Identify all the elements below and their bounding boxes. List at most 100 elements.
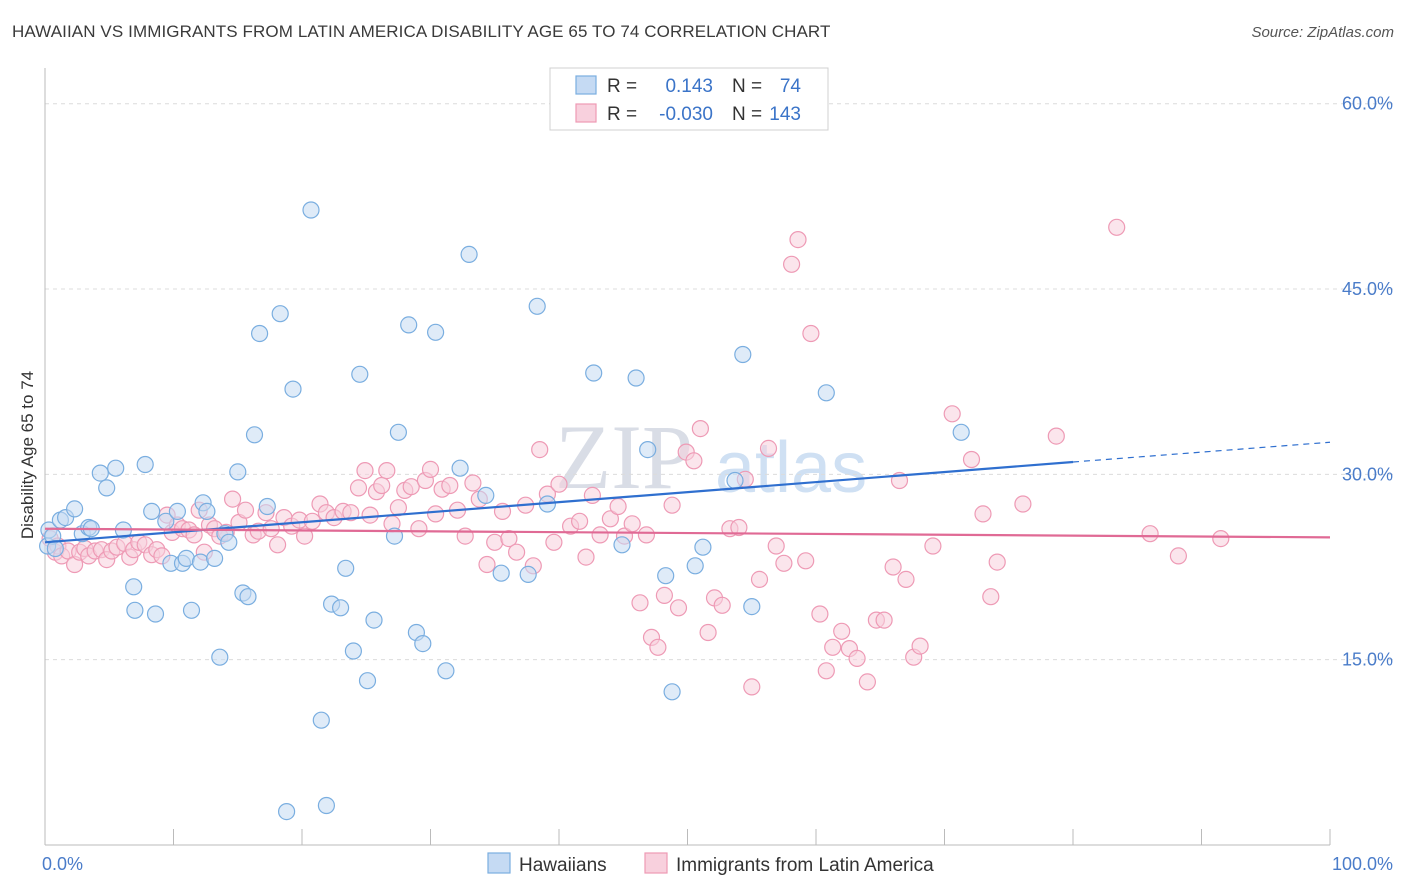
hawaiians-point [460, 245, 478, 263]
hawaiians-point [332, 599, 350, 617]
bottom-legend-swatch-immigrants [644, 852, 668, 874]
trend-lines [44, 441, 1331, 544]
top-legend: R = 0.143 N = 74 R = -0.030 N = 143 [549, 67, 829, 131]
hawaiians-point [344, 642, 362, 660]
hawaiians-point [351, 365, 369, 383]
legend-n-value: 74 [780, 76, 802, 97]
hawaiians-point [337, 559, 355, 577]
immigrants-point [691, 420, 710, 438]
hawaiians-point [98, 479, 116, 497]
legend-swatch-blue [575, 75, 597, 95]
immigrants-point [361, 506, 379, 524]
immigrants-point [1108, 218, 1126, 236]
immigrants-point [486, 533, 504, 551]
hawaiians-point [743, 597, 761, 616]
y-tick-label: 45.0% [1342, 279, 1393, 299]
hawaiians-point [206, 549, 224, 568]
hawaiians-point [284, 380, 302, 398]
legend-n-label: N = [732, 76, 762, 97]
hawaiians-point [65, 500, 84, 518]
immigrants-point [1047, 427, 1065, 445]
hawaiians-point [107, 459, 125, 477]
hawaiians-point [211, 648, 229, 666]
hawaiians-point [191, 553, 210, 571]
hawaiians-point [278, 802, 296, 821]
immigrants-point [507, 543, 526, 561]
legend-n-label: N = [732, 104, 762, 125]
immigrants-point [591, 526, 609, 544]
immigrants-point [464, 474, 482, 492]
immigrants-point [848, 649, 866, 668]
immigrants-point [637, 526, 656, 544]
immigrants-point [775, 554, 793, 572]
immigrants-point [974, 505, 992, 523]
y-tick-label: 60.0% [1342, 94, 1393, 114]
hawaiians-point [686, 557, 704, 575]
immigrants-point [750, 570, 769, 589]
immigrants-point [342, 504, 360, 522]
immigrants-point [609, 497, 627, 516]
immigrants-point [924, 537, 942, 555]
immigrants-point [699, 623, 717, 642]
hawaiians-point [365, 611, 383, 629]
immigrants-point [797, 552, 815, 570]
hawaiians-point [389, 423, 407, 441]
hawaiians-point [258, 497, 276, 516]
hawaiians-point [952, 423, 970, 441]
hawaiians-point [451, 459, 469, 477]
immigrants-point [875, 611, 893, 629]
immigrants-point [236, 501, 255, 519]
immigrants-point [356, 462, 374, 480]
immigrants-point [685, 452, 703, 470]
hawaiians-trend-extension [1072, 441, 1331, 463]
immigrants-point [811, 605, 829, 623]
immigrants-point [655, 586, 674, 605]
hawaiians-point [91, 464, 109, 482]
hawaiians-point [251, 324, 269, 343]
immigrants-point [1014, 495, 1032, 513]
legend-r-label: R = [607, 76, 637, 97]
immigrants-point [421, 460, 440, 478]
immigrants-point [550, 475, 568, 493]
hawaiians-point [817, 384, 835, 402]
gridlines [45, 103, 1393, 661]
immigrants-point [623, 515, 641, 533]
immigrants-point [349, 479, 368, 497]
hawaiians-point [585, 364, 603, 382]
hawaiians-point [528, 297, 546, 315]
hawaiians-point [312, 711, 330, 729]
immigrants-point [269, 536, 287, 554]
y-tick-label: 30.0% [1342, 464, 1393, 484]
legend-swatch-pink [575, 103, 597, 123]
immigrants-point [531, 441, 549, 459]
immigrants-point [402, 478, 420, 496]
hawaiians-point [136, 455, 154, 474]
immigrants-point [663, 496, 681, 514]
immigrants-point [911, 637, 929, 655]
immigrants-point [782, 255, 801, 273]
immigrants-point [817, 662, 835, 680]
hawaiians-point [400, 316, 418, 334]
hawaiians-point [726, 471, 744, 490]
watermark-zip: ZIP [555, 406, 693, 508]
hawaiians-point [639, 441, 657, 459]
x-tick-label-max: 100.0% [1332, 854, 1393, 874]
immigrants-point [767, 537, 785, 555]
hawaiians-point [239, 588, 257, 606]
hawaiians-point [182, 601, 201, 619]
immigrants-point [897, 570, 915, 589]
immigrants-point [1141, 525, 1159, 543]
hawaiians-point [492, 564, 510, 582]
y-axis-tick-labels: 15.0% 30.0% 45.0% 60.0% [1342, 94, 1393, 670]
hawaiians-point [146, 605, 165, 623]
immigrants-point [1212, 529, 1230, 548]
hawaiians-point [519, 565, 537, 584]
legend-r-value: 0.143 [665, 76, 713, 97]
immigrants-point [427, 505, 445, 523]
immigrants-point [713, 596, 731, 614]
legend-r-value: -0.030 [659, 104, 713, 125]
immigrants-point [943, 405, 961, 423]
hawaiians-point [125, 578, 143, 596]
immigrants-point [570, 512, 589, 530]
hawaiians-point [229, 463, 247, 481]
